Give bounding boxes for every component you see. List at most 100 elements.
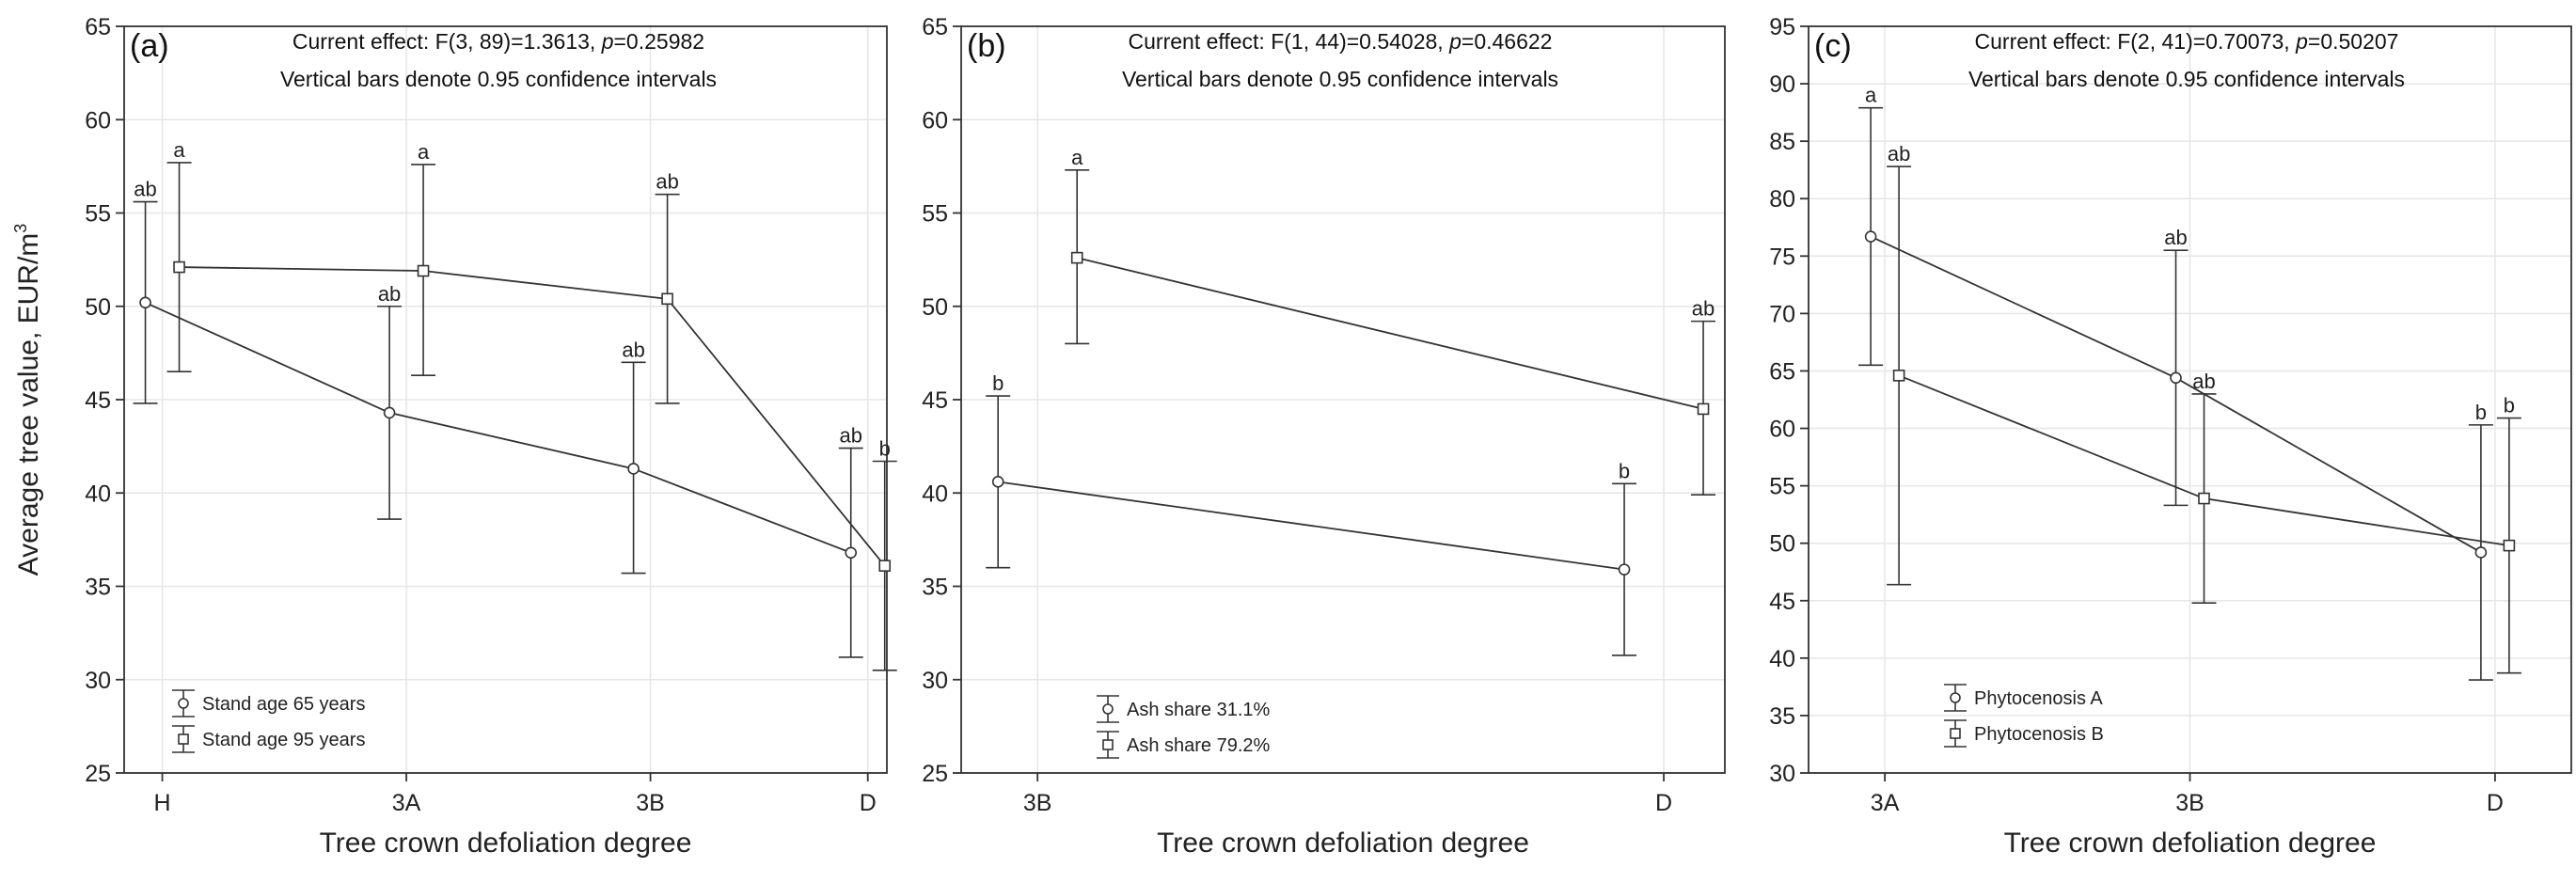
- significance-letter: ab: [1888, 142, 1910, 166]
- significance-letter: b: [992, 371, 1004, 395]
- significance-letter: ab: [622, 338, 644, 361]
- series-line: [1076, 257, 1704, 410]
- significance-letter: a: [1071, 146, 1083, 169]
- y-tick-label: 90: [1769, 71, 1795, 98]
- significance-letter: b: [1619, 459, 1630, 482]
- data-point-circle: [2170, 371, 2182, 385]
- significance-letter: ab: [2192, 370, 2215, 393]
- x-tick-label: 3B: [1023, 790, 1052, 816]
- ci-note: Vertical bars denote 0.95 confidence int…: [280, 67, 717, 91]
- x-tick-label: D: [860, 790, 877, 816]
- significance-letter: ab: [378, 282, 401, 306]
- legend-marker-circle: [178, 698, 189, 709]
- significance-letter: a: [418, 140, 430, 164]
- ci-note: Vertical bars denote 0.95 confidence int…: [1968, 67, 2405, 91]
- data-point-square: [661, 292, 673, 306]
- data-point-square: [1070, 251, 1083, 264]
- y-tick-label: 50: [85, 294, 111, 321]
- legend-label: Stand age 65 years: [202, 694, 365, 715]
- x-tick-label: D: [1655, 790, 1672, 816]
- y-tick-label: 55: [85, 201, 111, 228]
- x-tick-label: 3B: [636, 790, 665, 816]
- effect-annotation: Current effect: F(2, 41)=0.70073, p=0.50…: [1975, 29, 2399, 54]
- p-value: =0.50207: [2308, 29, 2399, 54]
- data-point-square: [2198, 492, 2210, 505]
- y-tick-label: 45: [1769, 589, 1795, 615]
- y-tick-label: 40: [1769, 646, 1795, 672]
- effect-prefix: Current effect: F(3, 89)=1.3613,: [292, 29, 602, 54]
- y-tick-label: 50: [922, 294, 948, 321]
- data-point-square: [173, 260, 185, 274]
- p-value: =0.46622: [1462, 29, 1553, 54]
- x-tick-label: H: [154, 790, 171, 816]
- data-point-square: [1697, 402, 1710, 416]
- significance-letter: a: [173, 138, 185, 162]
- significance-letter: b: [879, 437, 891, 461]
- y-tick-label: 45: [85, 387, 111, 414]
- y-tick-label: 35: [85, 575, 111, 601]
- y-axis-label-superscript: 3: [11, 224, 30, 233]
- chart-panel: 30 35 40 45 50 55 60 65 70 75 80 85 90 95 3A 3B D Tree cr…: [1769, 14, 2572, 859]
- data-point-circle: [139, 296, 151, 309]
- y-tick-label: 65: [85, 14, 111, 40]
- p-symbol: p: [2295, 29, 2308, 54]
- legend-label: Stand age 95 years: [202, 730, 365, 750]
- y-tick-label: 25: [922, 761, 948, 787]
- legend: Stand age 65 years Stand age 95 years: [172, 689, 365, 753]
- legend-marker-circle: [1102, 703, 1114, 715]
- y-tick-label: 25: [85, 761, 111, 787]
- y-tick-label: 60: [1769, 417, 1795, 443]
- y-tick-label: 40: [85, 481, 111, 507]
- y-axis-label: Average tree value, EUR/m3: [11, 224, 44, 576]
- series-line: [145, 301, 852, 554]
- y-tick-label: 45: [922, 387, 948, 414]
- ci-note: Vertical bars denote 0.95 confidence int…: [1122, 67, 1558, 91]
- panel-label: (c): [1814, 28, 1852, 64]
- x-tick-label: 3A: [392, 790, 421, 816]
- data-point-circle: [991, 476, 1004, 488]
- p-symbol: p: [601, 29, 614, 54]
- x-axis-label: Tree crown defoliation degree: [1157, 828, 1529, 859]
- y-tick-label: 50: [1769, 531, 1795, 558]
- effect-annotation: Current effect: F(1, 44)=0.54028, p=0.46…: [1129, 29, 1553, 54]
- legend: Phytocenosis A Phytocenosis B: [1944, 684, 2104, 748]
- legend: Ash share 31.1% Ash share 79.2%: [1097, 695, 1271, 759]
- legend-label: Ash share 79.2%: [1127, 735, 1271, 756]
- legend-label: Ash share 31.1%: [1127, 700, 1271, 720]
- significance-letter: a: [1865, 84, 1877, 107]
- series-line: [998, 481, 1625, 571]
- significance-letter: b: [2504, 394, 2515, 418]
- legend-marker-square: [178, 733, 189, 745]
- series-line: [179, 266, 886, 567]
- y-tick-label: 85: [1769, 129, 1795, 155]
- y-tick-label: 60: [922, 107, 948, 134]
- data-point-circle: [1864, 230, 1877, 243]
- data-point-square: [1892, 370, 1905, 382]
- data-point-square: [417, 264, 430, 277]
- significance-letter: b: [2475, 401, 2487, 424]
- significance-letter: ab: [1692, 297, 1715, 321]
- p-value: =0.25982: [614, 29, 705, 54]
- effect-prefix: Current effect: F(1, 44)=0.54028,: [1129, 29, 1450, 54]
- effect-annotation: Current effect: F(3, 89)=1.3613, p=0.259…: [292, 29, 704, 54]
- significance-letter: ab: [134, 178, 156, 201]
- y-tick-label: 80: [1769, 186, 1795, 213]
- y-tick-label: 40: [922, 481, 948, 507]
- y-tick-label: 35: [1769, 703, 1795, 730]
- y-tick-label: 55: [922, 201, 948, 228]
- y-tick-label: 60: [85, 107, 111, 134]
- y-tick-label: 35: [922, 575, 948, 601]
- y-axis-label-text: Average tree value, EUR/m: [13, 233, 44, 576]
- x-axis-label: Tree crown defoliation degree: [320, 828, 692, 859]
- significance-letter: ab: [2164, 226, 2187, 249]
- legend-marker-circle: [1950, 692, 1961, 703]
- legend-marker-square: [1950, 728, 1961, 739]
- y-tick-label: 30: [85, 668, 111, 694]
- x-axis-label: Tree crown defoliation degree: [2004, 828, 2377, 859]
- y-tick-label: 65: [1769, 358, 1795, 385]
- x-tick-label: D: [2487, 790, 2504, 816]
- y-tick-label: 75: [1769, 244, 1795, 270]
- y-tick-label: 30: [922, 668, 948, 694]
- effect-prefix: Current effect: F(2, 41)=0.70073,: [1975, 29, 2297, 54]
